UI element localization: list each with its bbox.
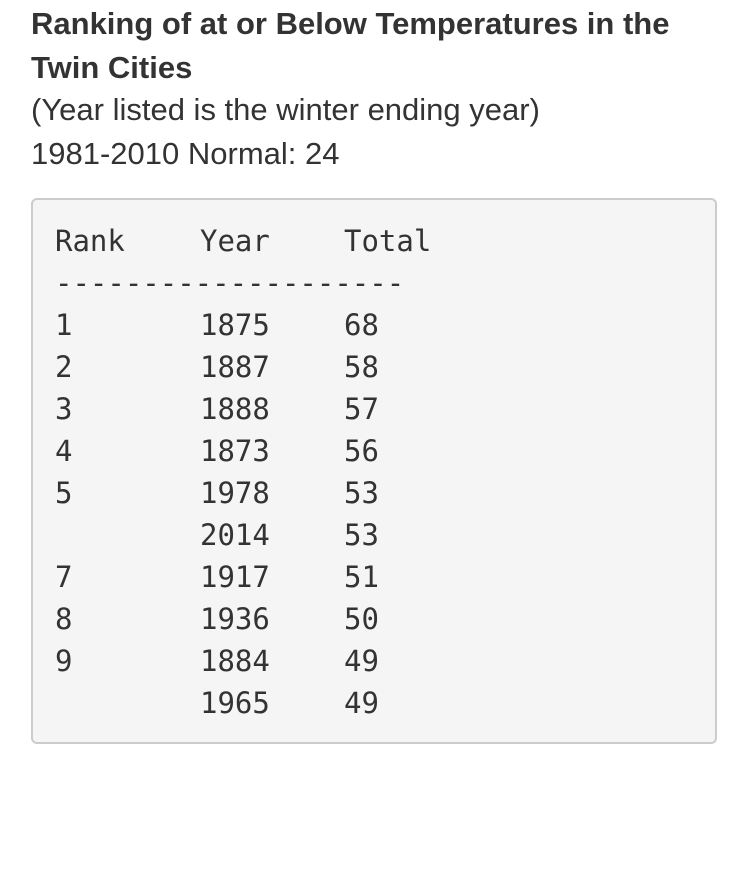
page-title: Ranking of at or Below Temperatures in t…	[31, 6, 670, 85]
year-cell: 2014	[200, 518, 270, 552]
ranking-table-block: Rank Year Total -------------------- 1 1…	[31, 198, 717, 744]
year-cell: 1873	[200, 434, 270, 468]
table-row: 1965 49	[55, 682, 379, 724]
header-total: Total	[344, 224, 432, 258]
rank-cell: 2	[55, 350, 73, 384]
total-cell: 49	[344, 686, 379, 720]
total-cell: 56	[344, 434, 379, 468]
table-divider: --------------------	[55, 266, 405, 300]
total-cell: 53	[344, 476, 379, 510]
total-cell: 53	[344, 518, 379, 552]
header-year: Year	[200, 224, 270, 258]
year-cell: 1965	[200, 686, 270, 720]
table-row: 9 1884 49	[55, 640, 379, 682]
total-cell: 51	[344, 560, 379, 594]
rank-cell: 9	[55, 644, 73, 678]
table-row: 8 1936 50	[55, 598, 379, 640]
table-row: 5 1978 53	[55, 472, 379, 514]
normal-note: 1981-2010 Normal: 24	[31, 136, 340, 171]
rank-cell: 7	[55, 560, 73, 594]
table-header-row: Rank Year Total	[55, 220, 431, 262]
total-cell: 58	[344, 350, 379, 384]
table-row: 2014 53	[55, 514, 379, 556]
year-cell: 1884	[200, 644, 270, 678]
table-row: 7 1917 51	[55, 556, 379, 598]
year-cell: 1917	[200, 560, 270, 594]
year-cell: 1887	[200, 350, 270, 384]
year-cell: 1936	[200, 602, 270, 636]
table-row: 1 1875 68	[55, 304, 379, 346]
total-cell: 50	[344, 602, 379, 636]
total-cell: 57	[344, 392, 379, 426]
year-cell: 1978	[200, 476, 270, 510]
page-subtitle: (Year listed is the winter ending year)	[31, 92, 540, 127]
table-row: 3 1888 57	[55, 388, 379, 430]
year-cell: 1888	[200, 392, 270, 426]
table-row: 2 1887 58	[55, 346, 379, 388]
table-row: 4 1873 56	[55, 430, 379, 472]
rank-cell: 1	[55, 308, 73, 342]
rank-cell: 3	[55, 392, 73, 426]
rank-cell: 5	[55, 476, 73, 510]
header-rank: Rank	[55, 224, 125, 258]
total-cell: 68	[344, 308, 379, 342]
year-cell: 1875	[200, 308, 270, 342]
total-cell: 49	[344, 644, 379, 678]
rank-cell: 4	[55, 434, 73, 468]
rank-cell: 8	[55, 602, 73, 636]
